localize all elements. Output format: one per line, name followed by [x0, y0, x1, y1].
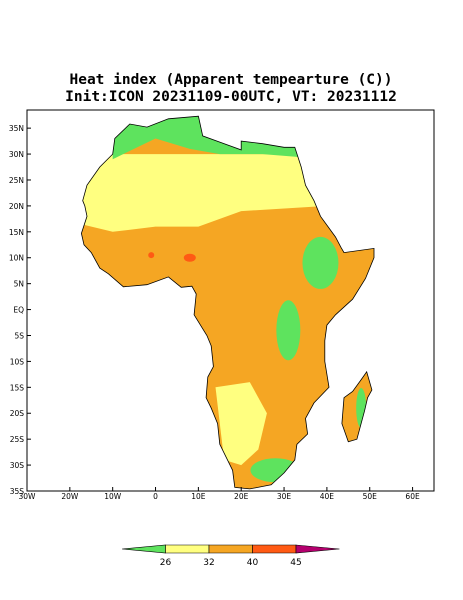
y-tick-label: EQ [13, 306, 24, 315]
y-tick-label: 10S [10, 357, 25, 366]
x-tick-label: 60E [405, 492, 420, 501]
green-zone [302, 236, 339, 289]
y-tick-label: 5S [14, 331, 24, 340]
colorbar-segment [121, 544, 166, 554]
colorbar-label: 32 [203, 558, 214, 568]
red-spot [183, 253, 196, 262]
x-tick-label: 10E [191, 492, 206, 501]
coastline [80, 115, 375, 490]
land [81, 116, 375, 489]
x-tick-label: 30E [277, 492, 292, 501]
x-tick-label: 0 [153, 492, 158, 501]
y-tick-label: 25S [10, 435, 25, 444]
y-tick-label: 35N [9, 124, 24, 133]
y-tick-label: 25N [9, 176, 24, 185]
yellow-zone [215, 382, 267, 466]
x-tick-label: 30W [19, 492, 37, 501]
yellow-zone [81, 154, 327, 232]
x-tick-label: 10W [104, 492, 122, 501]
y-tick-label: 20S [10, 409, 25, 418]
colorbar-segment [208, 544, 253, 554]
y-tick-label: 15N [9, 228, 24, 237]
colorbar-segment [252, 544, 297, 554]
title: Heat index (Apparent tempearture (C)) [69, 72, 392, 88]
y-tick-label: 30S [10, 461, 25, 470]
map-frame [26, 109, 435, 492]
x-tick-label: 50E [363, 492, 378, 501]
y-tick-label: 10N [9, 254, 24, 263]
y-tick-label: 5N [14, 280, 24, 289]
subtitle: Init:ICON 20231109-00UTC, VT: 20231112 [65, 89, 397, 105]
x-tick-label: 20W [61, 492, 79, 501]
x-tick-label: 20E [234, 492, 249, 501]
y-tick-label: 30N [9, 150, 24, 159]
colorbar-label: 26 [160, 558, 172, 568]
colorbar-segment [165, 544, 210, 554]
y-tick-label: 15S [10, 383, 25, 392]
y-tick-label: 35S [10, 487, 25, 496]
colorbar-label: 45 [290, 558, 301, 568]
colorbar-label: 40 [247, 558, 259, 568]
red-spot [148, 252, 155, 259]
x-tick-label: 40E [320, 492, 335, 501]
coastline [341, 370, 373, 443]
y-tick-label: 20N [9, 202, 24, 211]
colorbar-segment [295, 544, 340, 554]
green-zone [276, 300, 301, 361]
